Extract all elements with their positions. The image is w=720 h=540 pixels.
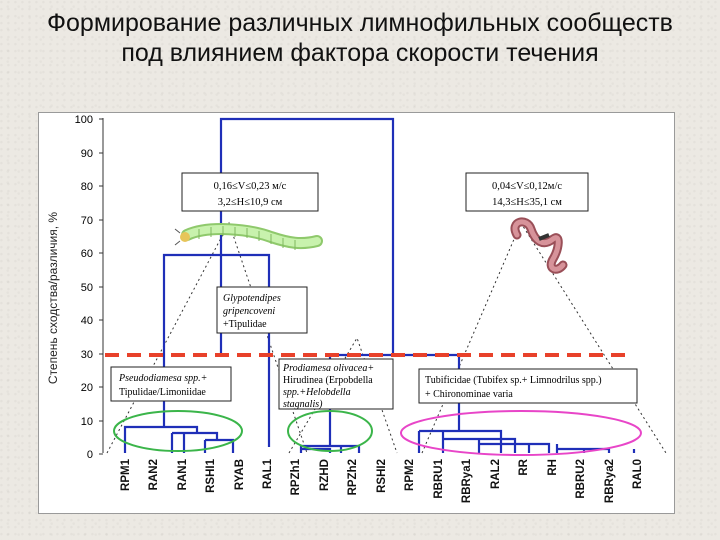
box-tubificidae-line1: Tubificidae (Tubifex sp.+ Limnodrilus sp… — [425, 375, 602, 386]
larva-icon — [174, 223, 323, 250]
tick-label: 30 — [81, 349, 93, 361]
slide-title: Формирование различных лимнофильных сооб… — [0, 8, 720, 68]
box-glypto-line1: Glypotendipes — [223, 293, 281, 304]
leaf-label: RPM2 — [404, 459, 416, 491]
ellipse-left-group — [113, 410, 243, 452]
leaf-label: RPM1 — [120, 458, 132, 491]
ellipse-right-group — [400, 410, 642, 456]
leaf-label: RBRU1 — [433, 458, 445, 498]
branch-rpm1-cluster — [123, 425, 199, 453]
leaf-label: RH — [547, 459, 559, 476]
leaf-label: RSHI1 — [205, 458, 217, 492]
triangle-guides — [106, 221, 667, 454]
tick-label: 60 — [81, 248, 93, 260]
branch-ran-rshi — [170, 431, 219, 453]
y-ticks: 0 10 20 30 40 50 60 70 80 90 100 — [75, 114, 103, 461]
branch-left — [162, 253, 271, 447]
tick-label: 50 — [81, 282, 93, 294]
tick-label: 0 — [87, 449, 93, 461]
leaf-labels: RPM1 RAN2 RAN1 RSHI1 RYAB RAL1 RPZh1 RZH… — [120, 458, 644, 503]
box-right-velocity: 0,04≤V≤0,12м/с 14,3≤H≤35,1 см — [465, 172, 589, 212]
tick-label: 70 — [81, 215, 93, 227]
box-prodiamesa-line1: Prodiamesa olivacea+ — [282, 363, 374, 374]
box-pseudo-line1: Pseudodiamesa spp.+ — [118, 373, 207, 384]
box-glypto: Glypotendipes gripencoveni +Tipulidae — [216, 286, 308, 334]
tick-label: 20 — [81, 382, 93, 394]
leaf-label: RR — [518, 458, 530, 475]
title-line-1: Формирование различных лимнофильных сооб… — [47, 9, 673, 37]
title-line-2: под влиянием фактора скорости течения — [121, 39, 599, 67]
box-prodiamesa-line2: Hirudinea (Erpobdella — [283, 375, 373, 386]
leaf-label: RYAB — [234, 459, 246, 490]
box-pseudo-line2: Tipulidae/Limoniidae — [119, 387, 206, 398]
leaf-label: RZHD — [319, 459, 331, 491]
leaf-label: RBRya2 — [604, 459, 616, 503]
leaf-label: RAN2 — [148, 459, 160, 490]
branch-rpm2-group — [417, 429, 503, 453]
dendrogram: Степень сходства/различия, % 0 10 20 30 … — [46, 114, 667, 503]
leaf-label: RSHI2 — [376, 459, 388, 493]
box-pseudo: Pseudodiamesa spp.+ Tipulidae/Limoniidae — [110, 366, 232, 402]
tick-label: 90 — [81, 148, 93, 160]
tick-label: 40 — [81, 315, 93, 327]
box-left-velocity-line2: 3,2≤H≤10,9 см — [218, 197, 283, 208]
box-glypto-line2: gripencoveni — [223, 306, 275, 317]
leaf-label: RAN1 — [177, 458, 189, 490]
dendrogram-panel: Степень сходства/различия, % 0 10 20 30 … — [38, 112, 675, 514]
box-prodiamesa: Prodiamesa olivacea+ Hirudinea (Erpobdel… — [278, 358, 394, 410]
leaf-label: RPZh2 — [347, 459, 359, 495]
tick-label: 10 — [81, 416, 93, 428]
worm-icon — [510, 217, 568, 274]
leaf-label: RPZh1 — [290, 458, 302, 495]
leaf-label: RAL0 — [632, 459, 644, 489]
box-glypto-line3: +Tipulidae — [223, 319, 267, 330]
box-prodiamesa-line3: spp.+Helobdella — [283, 387, 351, 398]
box-right-velocity-line2: 14,3≤H≤35,1 см — [492, 197, 562, 208]
branch-rr-rh — [477, 439, 551, 453]
tick-label: 80 — [81, 181, 93, 193]
ellipse-middle-group — [287, 410, 373, 452]
dendrogram-tree — [123, 117, 636, 453]
box-right-velocity-line1: 0,04≤V≤0,12м/с — [492, 181, 562, 192]
leaf-label: RBRya1 — [461, 458, 473, 503]
leaf-label: RAL1 — [262, 458, 274, 489]
y-axis-label: Степень сходства/различия, % — [46, 212, 60, 385]
box-left-velocity-line1: 0,16≤V≤0,23 м/с — [214, 181, 287, 192]
box-tubificidae-line2: + Chironominae varia — [425, 389, 513, 400]
box-left-velocity: 0,16≤V≤0,23 м/с 3,2≤H≤10,9 см — [181, 172, 319, 212]
triangle-left — [106, 221, 308, 454]
leaf-label: RAL2 — [490, 459, 502, 489]
leaf-label: RBRU2 — [575, 459, 587, 499]
box-tubificidae: Tubificidae (Tubifex sp.+ Limnodrilus sp… — [418, 368, 638, 404]
box-prodiamesa-line4: stagnalis) — [283, 399, 323, 410]
tick-label: 100 — [75, 114, 93, 126]
branch-root — [219, 117, 395, 355]
branch-rshi1-ryab — [203, 438, 235, 453]
